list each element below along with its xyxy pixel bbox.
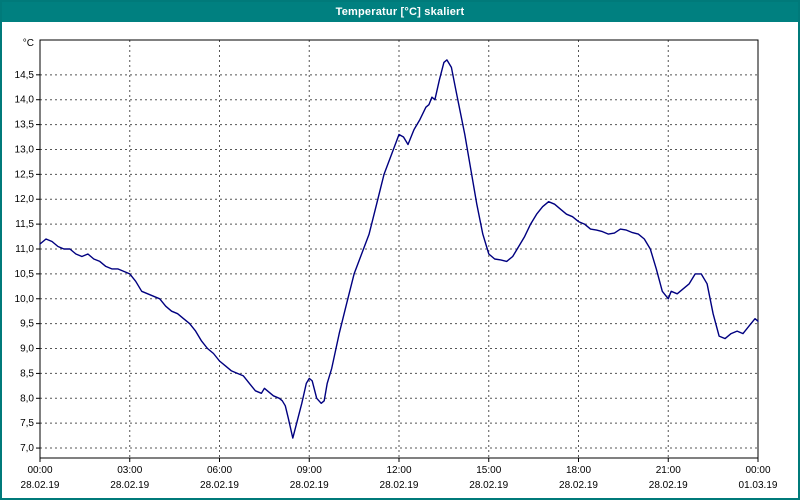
svg-text:9,5: 9,5 xyxy=(20,319,34,330)
svg-text:01.03.19: 01.03.19 xyxy=(739,480,778,491)
svg-text:12:00: 12:00 xyxy=(386,465,411,476)
chart-svg: 7,0 7,5 8,0 8,5 9,0 9,5 10,0 10,5 11,0 11,5 12,0 12… xyxy=(15,38,778,491)
svg-text:7,0: 7,0 xyxy=(20,443,34,454)
svg-text:09:00: 09:00 xyxy=(297,465,322,476)
svg-text:8,5: 8,5 xyxy=(20,368,34,379)
chart-area: 7,0 7,5 8,0 8,5 9,0 9,5 10,0 10,5 11,0 11,5 12,0 12… xyxy=(2,22,798,498)
svg-text:18:00: 18:00 xyxy=(566,465,591,476)
svg-text:°C: °C xyxy=(23,38,34,49)
window-title: Temperatur [°C] skaliert xyxy=(335,6,465,18)
svg-text:00:00: 00:00 xyxy=(745,465,770,476)
svg-text:28.02.19: 28.02.19 xyxy=(469,480,508,491)
svg-text:28.02.19: 28.02.19 xyxy=(380,480,419,491)
svg-text:9,0: 9,0 xyxy=(20,344,34,355)
svg-text:21:00: 21:00 xyxy=(656,465,681,476)
svg-text:13,5: 13,5 xyxy=(15,120,35,131)
svg-text:28.02.19: 28.02.19 xyxy=(649,480,688,491)
svg-text:28.02.19: 28.02.19 xyxy=(21,480,60,491)
svg-text:11,0: 11,0 xyxy=(15,244,34,255)
svg-text:10,0: 10,0 xyxy=(15,294,35,305)
svg-text:06:00: 06:00 xyxy=(207,465,232,476)
svg-text:28.02.19: 28.02.19 xyxy=(110,480,149,491)
svg-text:13,0: 13,0 xyxy=(15,144,35,155)
svg-text:00:00: 00:00 xyxy=(27,465,52,476)
svg-text:11,5: 11,5 xyxy=(15,219,34,230)
svg-text:14,0: 14,0 xyxy=(15,95,35,106)
svg-text:15:00: 15:00 xyxy=(476,465,501,476)
svg-text:28.02.19: 28.02.19 xyxy=(290,480,329,491)
svg-text:28.02.19: 28.02.19 xyxy=(200,480,239,491)
svg-text:7,5: 7,5 xyxy=(20,418,34,429)
svg-text:28.02.19: 28.02.19 xyxy=(559,480,598,491)
svg-text:03:00: 03:00 xyxy=(117,465,142,476)
svg-text:8,0: 8,0 xyxy=(20,393,34,404)
svg-text:12,5: 12,5 xyxy=(15,169,35,180)
svg-text:12,0: 12,0 xyxy=(15,194,35,205)
svg-text:14,5: 14,5 xyxy=(15,70,35,81)
titlebar[interactable]: Temperatur [°C] skaliert xyxy=(2,2,798,22)
svg-text:10,5: 10,5 xyxy=(15,269,35,280)
